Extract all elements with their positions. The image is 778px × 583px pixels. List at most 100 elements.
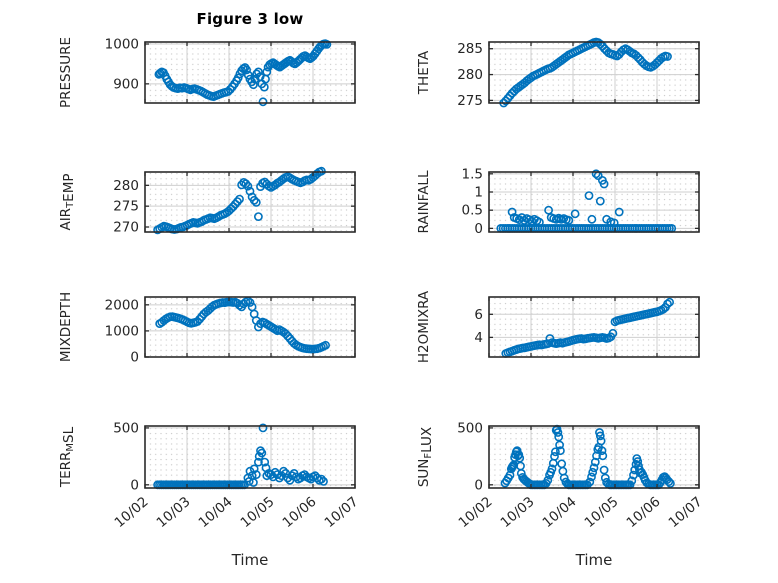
data-point <box>248 80 258 90</box>
major-grid <box>145 172 355 232</box>
y-tick-labels: 0 0.5 1 1.5 <box>462 166 483 237</box>
subplot-rainfall: 0 0.5 1 1.5 RAINFALL <box>416 166 700 237</box>
data-point <box>251 197 261 207</box>
y-tick-label: 2000 <box>105 297 139 313</box>
y-tick-label: 0 <box>130 477 139 493</box>
data-point <box>243 181 253 191</box>
y-tick-labels: 900 1000 <box>105 36 139 92</box>
data-points <box>153 166 326 235</box>
data-point <box>232 197 242 206</box>
data-point <box>243 70 253 80</box>
x-tick-label: 10/06 <box>623 494 663 531</box>
data-point <box>242 65 251 75</box>
plot-frame <box>144 425 356 489</box>
plot-frame <box>488 296 700 358</box>
x-tick-label: 10/04 <box>539 494 579 531</box>
data-point <box>598 451 608 461</box>
data-point <box>547 464 557 474</box>
plot-frame <box>144 41 356 104</box>
tick-marks <box>144 172 356 232</box>
tick-marks <box>488 42 700 103</box>
y-tick-label: 275 <box>457 93 483 109</box>
y-axis-label: RAINFALL <box>416 170 432 233</box>
data-point <box>319 476 328 486</box>
data-point <box>663 299 672 309</box>
data-point <box>283 331 293 341</box>
data-point <box>503 93 513 103</box>
data-point <box>258 97 268 107</box>
data-point <box>550 451 559 461</box>
data-point <box>274 473 284 483</box>
data-point <box>564 215 574 225</box>
data-point <box>595 431 605 441</box>
subplot-sun-flux: 0 500 SUNFLUX 10/02 10/03 10/04 10/05 10/06 10/0… <box>416 420 706 531</box>
x-tick-label: 10/03 <box>497 494 537 531</box>
plot-frame <box>144 171 356 233</box>
data-point <box>666 478 675 488</box>
subplot-mixdepth: 0 1000 2000 MIXDEPTH <box>58 292 356 366</box>
data-point <box>256 319 265 328</box>
data-point <box>599 465 609 475</box>
y-tick-label: 0.5 <box>462 203 483 219</box>
y-axis-label: THETA <box>416 50 432 95</box>
plot-frame <box>488 41 700 104</box>
data-point <box>248 478 258 487</box>
data-point <box>259 82 269 92</box>
data-point <box>258 423 268 433</box>
figure-title: Figure 3 low <box>196 10 304 28</box>
data-point <box>544 205 553 215</box>
x-tick-label: 10/02 <box>455 494 495 531</box>
tick-marks <box>488 297 700 357</box>
data-point <box>597 446 607 456</box>
major-grid <box>489 42 699 103</box>
y-tick-label: 0 <box>474 221 483 237</box>
subplot-air-temp: 270 275 280 AIRTEMP <box>58 166 356 236</box>
y-tick-label: 4 <box>474 330 483 346</box>
y-tick-labels: 0 500 <box>113 420 139 493</box>
y-tick-label: 0 <box>130 350 139 366</box>
data-point <box>322 40 332 49</box>
data-point <box>233 73 243 83</box>
data-point <box>316 474 326 484</box>
data-point <box>253 67 263 77</box>
data-point <box>596 436 606 446</box>
data-point <box>599 179 609 189</box>
y-axis-label: H2OMIXRA <box>416 290 432 363</box>
data-point <box>251 470 261 479</box>
data-point <box>260 457 270 467</box>
data-point <box>512 446 522 456</box>
data-point <box>588 467 598 477</box>
y-tick-label: 0 <box>474 477 483 493</box>
plot-frame <box>144 296 356 358</box>
tick-marks <box>144 426 356 488</box>
y-tick-label: 900 <box>113 76 139 92</box>
x-tick-label: 10/06 <box>279 494 319 531</box>
y-tick-label: 6 <box>474 307 483 323</box>
data-point <box>253 212 263 221</box>
data-point <box>663 52 672 61</box>
data-point <box>589 463 599 473</box>
plot-frame <box>488 171 700 233</box>
y-tick-labels: 0 1000 2000 <box>105 297 139 365</box>
data-point <box>262 67 272 77</box>
subplot-pressure: 900 1000 PRESSURE <box>58 36 356 108</box>
data-point <box>633 457 643 466</box>
y-axis-label: TERRMSL <box>58 426 77 488</box>
y-tick-label: 500 <box>113 420 139 436</box>
data-point <box>230 199 240 209</box>
x-tick-label: 10/05 <box>581 494 621 531</box>
x-tick-label: 10/05 <box>237 494 277 531</box>
data-point <box>554 432 564 442</box>
x-tick-label: 10/02 <box>111 494 151 531</box>
y-tick-label: 500 <box>457 420 483 436</box>
x-tick-labels: 10/02 10/03 10/04 10/05 10/06 10/07 <box>455 494 705 531</box>
data-point <box>665 297 674 307</box>
data-point <box>608 328 618 338</box>
data-point <box>595 428 604 437</box>
x-tick-label: 10/07 <box>665 494 705 531</box>
y-tick-labels: 46 <box>474 307 483 346</box>
x-tick-labels: 10/02 10/03 10/04 10/05 10/06 10/07 <box>111 494 361 531</box>
data-point <box>241 179 251 189</box>
